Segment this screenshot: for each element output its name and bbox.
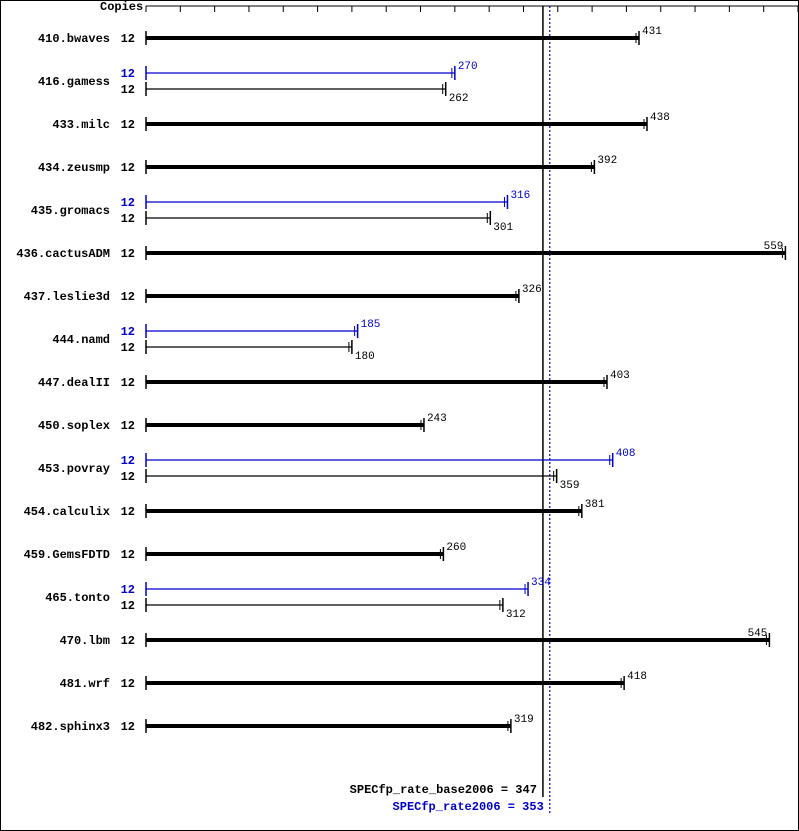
copies-value-base: 12 bbox=[121, 341, 135, 355]
bar-value-label-base: 262 bbox=[449, 93, 469, 105]
benchmark-label: 444.namd bbox=[52, 333, 110, 347]
copies-value: 12 bbox=[121, 634, 135, 648]
bar-value-label-base: 431 bbox=[642, 26, 662, 38]
axis-tick-label: 360 bbox=[548, 0, 568, 4]
axis-tick-label: 0 bbox=[146, 0, 153, 4]
copies-value: 12 bbox=[121, 290, 135, 304]
bar-value-label-peak: 408 bbox=[616, 448, 636, 460]
benchmark-label: 436.cactusADM bbox=[16, 247, 110, 261]
benchmark-label: 453.povray bbox=[38, 462, 110, 476]
copies-value-peak: 12 bbox=[121, 67, 135, 81]
axis-tick-label: 150 bbox=[308, 0, 328, 4]
copies-value: 12 bbox=[121, 247, 135, 261]
spec-benchmark-chart: Copies0 30.0 60.0 90.0 120 150 180 210 240 270 300… bbox=[0, 0, 799, 831]
benchmark-label: 435.gromacs bbox=[31, 204, 110, 218]
bar-value-label-peak: 334 bbox=[531, 577, 551, 589]
axis-tick-label: 420 bbox=[617, 0, 637, 4]
benchmark-label: 465.tonto bbox=[45, 591, 110, 605]
copies-header: Copies bbox=[100, 0, 143, 14]
axis-tick-label: 570 bbox=[778, 0, 798, 4]
copies-value-peak: 12 bbox=[121, 325, 135, 339]
bar-value-label-base: 381 bbox=[585, 499, 605, 511]
benchmark-label: 481.wrf bbox=[60, 677, 110, 691]
bar-value-label-base: 403 bbox=[610, 370, 630, 382]
axis-tick-label: 540 bbox=[754, 0, 774, 4]
copies-value-base: 12 bbox=[121, 83, 135, 97]
bar-value-label-base: 438 bbox=[650, 112, 670, 124]
axis-tick-label: 210 bbox=[376, 0, 396, 4]
copies-value-base: 12 bbox=[121, 212, 135, 226]
benchmark-label: 434.zeusmp bbox=[38, 161, 110, 175]
axis-tick-label: 390 bbox=[582, 0, 602, 4]
bar-value-label-base: 418 bbox=[627, 671, 647, 683]
copies-value-base: 12 bbox=[121, 470, 135, 484]
reference-label: SPECfp_rate_base2006 = 347 bbox=[350, 783, 537, 797]
copies-value: 12 bbox=[121, 161, 135, 175]
axis-tick-label: 120 bbox=[273, 0, 293, 4]
bar-value-label-peak: 316 bbox=[510, 190, 530, 202]
axis-tick-label: 60.0 bbox=[201, 0, 227, 4]
benchmark-label: 459.GemsFDTD bbox=[24, 548, 110, 562]
benchmark-label: 470.lbm bbox=[60, 634, 110, 648]
bar-value-label-base: 326 bbox=[522, 284, 542, 296]
axis-tick-label: 270 bbox=[445, 0, 465, 4]
benchmark-label: 447.dealII bbox=[38, 376, 110, 390]
copies-value-peak: 12 bbox=[121, 583, 135, 597]
copies-value: 12 bbox=[121, 376, 135, 390]
copies-value: 12 bbox=[121, 548, 135, 562]
benchmark-label: 450.soplex bbox=[38, 419, 110, 433]
benchmark-label: 416.gamess bbox=[38, 75, 110, 89]
copies-value: 12 bbox=[121, 677, 135, 691]
copies-value: 12 bbox=[121, 419, 135, 433]
bar-value-label-base: 260 bbox=[446, 542, 466, 554]
benchmark-label: 433.milc bbox=[52, 118, 110, 132]
benchmark-label: 482.sphinx3 bbox=[31, 720, 110, 734]
copies-value: 12 bbox=[121, 32, 135, 46]
bar-value-label-base: 319 bbox=[514, 714, 534, 726]
copies-value-peak: 12 bbox=[121, 196, 135, 210]
copies-value-base: 12 bbox=[121, 599, 135, 613]
bar-value-label-base: 301 bbox=[493, 222, 513, 234]
copies-value: 12 bbox=[121, 720, 135, 734]
copies-value-peak: 12 bbox=[121, 454, 135, 468]
axis-tick-label: 480 bbox=[685, 0, 705, 4]
benchmark-label: 437.leslie3d bbox=[24, 290, 110, 304]
benchmark-label: 454.calculix bbox=[24, 505, 110, 519]
axis-tick-label: 240 bbox=[411, 0, 431, 4]
bar-value-label-base: 559 bbox=[764, 241, 784, 253]
bar-value-label-base: 359 bbox=[560, 480, 580, 492]
axis-tick-label: 300 bbox=[479, 0, 499, 4]
reference-label: SPECfp_rate2006 = 353 bbox=[393, 800, 544, 814]
copies-value: 12 bbox=[121, 118, 135, 132]
bar-value-label-base: 312 bbox=[506, 609, 526, 621]
bar-value-label-peak: 270 bbox=[458, 61, 478, 73]
axis-tick-label: 180 bbox=[342, 0, 362, 4]
bar-value-label-base: 180 bbox=[355, 351, 375, 363]
benchmark-label: 410.bwaves bbox=[38, 32, 110, 46]
copies-value: 12 bbox=[121, 505, 135, 519]
axis-tick-label: 330 bbox=[514, 0, 534, 4]
bar-value-label-peak: 185 bbox=[361, 319, 381, 331]
bar-value-label-base: 545 bbox=[748, 628, 768, 640]
axis-tick-label: 90.0 bbox=[236, 0, 262, 4]
bar-value-label-base: 392 bbox=[597, 155, 617, 167]
axis-tick-label: 450 bbox=[651, 0, 671, 4]
bar-value-label-base: 243 bbox=[427, 413, 447, 425]
axis-tick-label: 30.0 bbox=[167, 0, 193, 4]
axis-tick-label: 510 bbox=[719, 0, 739, 4]
